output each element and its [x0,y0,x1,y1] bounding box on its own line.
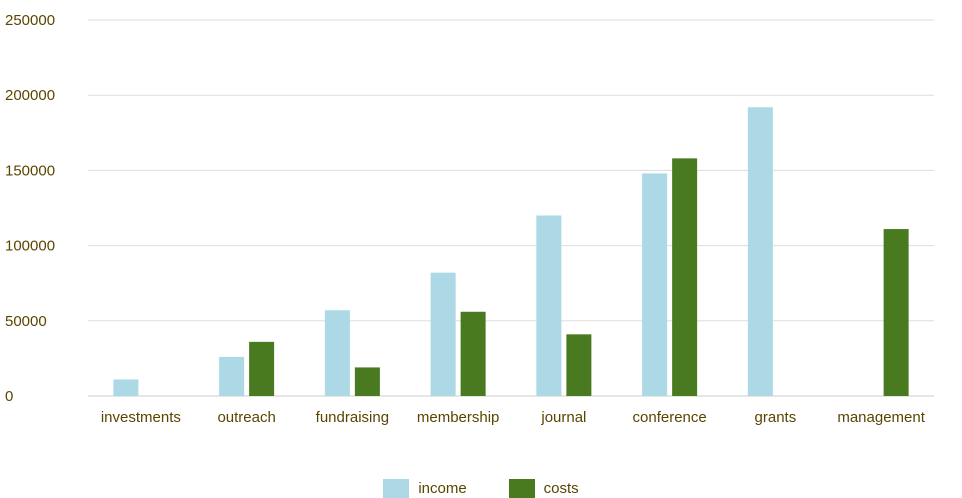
y-tick-label: 150000 [5,162,55,179]
bar-income-grants [747,107,773,397]
bar-income-outreach [219,356,245,396]
bar-income-journal [536,215,562,396]
gridlines [88,19,934,397]
x-tick-label: conference [633,409,707,426]
legend-swatch-income [383,478,410,498]
bar-chart: 0 50000 100000 150000 200000 250000 investmen… [5,12,934,426]
bar-income-membership [430,272,456,396]
legend-item-costs: costs [508,478,579,498]
y-tick-label: 50000 [5,313,47,330]
bar-costs-fundraising [354,367,380,396]
bar-costs-journal [566,334,592,396]
legend-label-costs: costs [543,479,579,497]
legend: income costs [0,478,962,498]
legend-label-income: income [418,479,467,497]
x-tick-label: grants [755,409,797,426]
bars [113,107,909,397]
bar-costs-membership [460,311,486,396]
bar-income-investments [113,379,139,396]
y-tick-label: 250000 [5,12,55,29]
x-tick-label: journal [540,409,586,426]
x-tick-label: fundraising [316,409,389,426]
y-tick-label: 0 [5,388,13,405]
x-tick-label: investments [101,409,181,426]
bar-costs-outreach [249,341,275,396]
y-tick-label: 200000 [5,87,55,104]
legend-swatch-costs [508,478,535,498]
y-tick-label: 100000 [5,238,55,255]
y-axis-ticks: 0 50000 100000 150000 200000 250000 [5,12,55,405]
x-axis-ticks: investments outreach fundraising membership… [101,409,926,426]
x-tick-label: management [837,409,925,426]
bar-costs-management [883,229,909,396]
bar-income-conference [642,173,668,396]
bar-income-fundraising [324,310,350,396]
x-tick-label: outreach [217,409,275,426]
x-tick-label: membership [417,409,500,426]
bar-costs-conference [672,158,698,396]
legend-item-income: income [383,478,467,498]
